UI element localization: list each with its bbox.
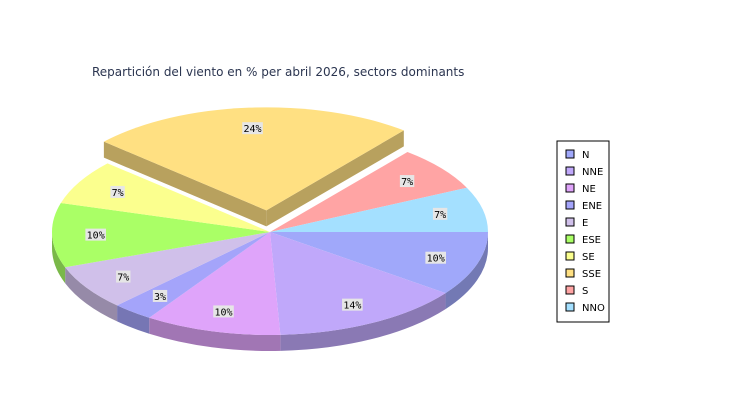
legend-label-ne: NE <box>582 184 596 195</box>
label-bg <box>425 251 446 264</box>
legend-label-ese: ESE <box>582 235 601 246</box>
slice-n <box>270 232 488 294</box>
label-bg <box>85 228 106 241</box>
legend-label-e: E <box>582 218 588 229</box>
slice-cut-face-0 <box>103 141 267 227</box>
slice-side-nne <box>280 293 446 351</box>
label-bg <box>242 122 263 135</box>
label-bg <box>213 305 234 318</box>
label-bg <box>342 298 363 311</box>
legend-label-nno: NNO <box>582 303 605 314</box>
legend-label-n: N <box>582 150 589 161</box>
legend-label-s: S <box>582 286 588 297</box>
slice-s <box>270 152 467 232</box>
legend-label-nne: NNE <box>582 167 603 178</box>
slice-side-ne <box>149 317 281 352</box>
label-bg <box>110 185 125 198</box>
slice-e <box>65 232 271 306</box>
label-bg <box>152 289 168 302</box>
slice-label-ne: 10% <box>214 307 232 318</box>
legend-swatch-nne <box>565 166 575 176</box>
legend: N NNE NE ENE E ESE SE SSE S NNO <box>556 140 610 323</box>
legend-label-sse: SSE <box>582 269 601 280</box>
chart-title: Repartición del viento en % per abril 20… <box>92 65 464 79</box>
legend-swatch-s <box>565 285 575 295</box>
slice-nno <box>270 187 488 232</box>
legend-label-ene: ENE <box>582 201 602 212</box>
slice-ne <box>149 232 281 335</box>
slice-label-s: 7% <box>401 177 413 188</box>
pie-slices <box>52 107 488 335</box>
legend-swatch-e <box>565 217 575 227</box>
legend-swatch-ne <box>565 183 575 193</box>
legend-swatch-ene <box>565 200 575 210</box>
slice-label-ene: 3% <box>154 292 166 303</box>
legend-swatch-n <box>565 149 575 159</box>
slice-ese <box>52 202 270 268</box>
slice-label-nno: 7% <box>434 210 446 221</box>
label-bg <box>116 270 131 283</box>
pie-sides <box>52 130 488 352</box>
slice-side-ese <box>52 232 66 284</box>
legend-label-se: SE <box>582 252 595 263</box>
slice-sse <box>103 107 404 211</box>
slice-nne <box>270 232 446 335</box>
slice-cut-face-1 <box>266 130 404 227</box>
slice-label-nne: 14% <box>343 301 361 312</box>
slice-label-e: 7% <box>117 273 129 284</box>
slice-side-n <box>445 232 488 310</box>
slice-label-ese: 10% <box>87 231 105 242</box>
slice-side-e <box>65 267 118 322</box>
legend-swatch-nno <box>565 302 575 312</box>
slice-se <box>60 163 270 232</box>
pie-labels: 10% 14% 10% 3% 7% 10% 7% 24% 7% 7% <box>85 122 448 318</box>
label-bg <box>432 207 448 220</box>
legend-swatch-ese <box>565 234 575 244</box>
slice-label-n: 10% <box>427 254 445 265</box>
legend-swatch-se <box>565 251 575 261</box>
label-bg <box>399 175 415 188</box>
slice-label-sse: 24% <box>244 124 262 135</box>
slice-side-ene <box>117 305 150 334</box>
slice-label-se: 7% <box>112 188 124 199</box>
legend-swatch-sse <box>565 268 575 278</box>
